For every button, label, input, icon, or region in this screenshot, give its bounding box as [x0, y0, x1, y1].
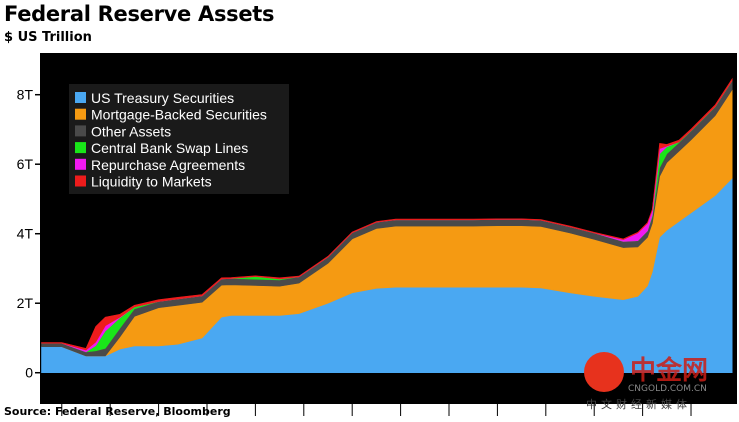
- legend-label: Central Bank Swap Lines: [91, 140, 248, 156]
- y-tick-label: 0: [25, 365, 33, 381]
- legend-label: Mortgage-Backed Securities: [91, 107, 267, 123]
- x-tick-label: '12: [270, 386, 288, 402]
- x-tick-label: '14: [367, 386, 385, 402]
- y-tick-label: 6T: [17, 156, 34, 172]
- x-tick-label: '17: [512, 386, 530, 402]
- legend-swatch: [75, 158, 86, 170]
- watermark: 中金网 CNGOLD.COM.CN 中文财经新媒体: [584, 350, 734, 411]
- series-areas: [41, 77, 733, 373]
- chart-subtitle: $ US Trillion: [4, 30, 92, 45]
- y-tick-label: 2T: [17, 295, 34, 311]
- x-tick-label: '08: [77, 386, 95, 402]
- legend-swatch: [75, 175, 86, 187]
- series-area-5: [41, 77, 733, 351]
- legend-swatch: [75, 108, 86, 120]
- x-tick-label: '11: [223, 386, 240, 402]
- legend-label: Repurchase Agreements: [91, 157, 245, 173]
- watermark-url: CNGOLD.COM.CN: [628, 384, 707, 394]
- x-tick-label: '21: [706, 386, 724, 402]
- watermark-logo-icon: [584, 352, 624, 392]
- x-tick-label: '09: [125, 386, 143, 402]
- legend-label: US Treasury Securities: [91, 90, 234, 106]
- legend-label: Other Assets: [91, 123, 171, 139]
- legend-box: [69, 84, 289, 194]
- y-tick-label: 4T: [17, 226, 34, 242]
- x-tick-label: '19: [609, 386, 627, 402]
- legend-swatch: [75, 125, 86, 137]
- x-tick-label: '18: [561, 386, 579, 402]
- legend-swatch: [75, 92, 86, 103]
- x-tick-label: '16: [464, 386, 482, 402]
- chart-title: Federal Reserve Assets: [4, 2, 275, 26]
- y-tick-label: 8T: [17, 87, 34, 103]
- watermark-tagline: 中文财经新媒体: [586, 398, 691, 411]
- x-tick-label: '10: [174, 386, 192, 402]
- x-tick-label: '20: [658, 386, 676, 402]
- watermark-brand: 中金网: [630, 356, 709, 386]
- legend-label: Liquidity to Markets: [91, 174, 212, 190]
- source-note: Source: Federal Reserve, Bloomberg: [4, 405, 231, 418]
- x-tick-label: '13: [319, 386, 337, 402]
- x-tick-label: '15: [416, 386, 434, 402]
- legend-swatch: [75, 142, 86, 154]
- axes: 0 2T 4T 6T 8T '08 '09 '10 '11 '12 '13 '14 '15 '16 '17 '…: [17, 87, 725, 416]
